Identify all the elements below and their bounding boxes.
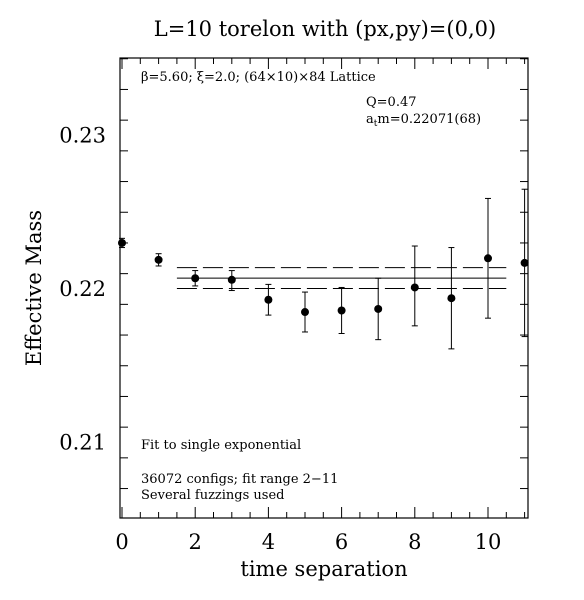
- data-point: [484, 254, 492, 263]
- x-tick-label: 4: [262, 530, 275, 554]
- data-point: [118, 238, 126, 247]
- y-tick-label: 0.22: [59, 277, 106, 301]
- tick-labels: 0 2 4 6 8 10 0.21 0.22 0.23: [59, 124, 501, 555]
- data-point: [191, 274, 200, 283]
- data-point: [447, 294, 456, 303]
- fit-type-annotation: Fit to single exponential: [141, 438, 301, 453]
- mass-suffix: m=0.22071(68): [377, 112, 481, 127]
- x-tick-label: 8: [408, 530, 421, 554]
- chart-title: L=10 torelon with (px,py)=(0,0): [154, 17, 496, 41]
- data-point: [264, 295, 273, 304]
- mass-subscript: t: [374, 119, 378, 129]
- x-tick-label: 0: [115, 530, 128, 554]
- x-axis-label: time separation: [240, 557, 407, 581]
- mass-annotation: atm=0.22071(68): [366, 112, 481, 129]
- plot-frame: [119, 57, 529, 519]
- data-point: [154, 255, 163, 264]
- data-point: [337, 306, 346, 315]
- fit-band: [176, 267, 507, 290]
- y-tick-label: 0.21: [59, 431, 106, 455]
- x-tick-label: 6: [335, 530, 348, 554]
- data-point: [227, 275, 236, 284]
- x-tick-label: 10: [475, 530, 502, 554]
- y-axis-label: Effective Mass: [22, 210, 46, 366]
- mass-prefix: a: [366, 112, 374, 127]
- fuzzing-annotation: Several fuzzings used: [141, 488, 285, 503]
- data-point: [520, 258, 529, 267]
- data-points: [118, 188, 529, 350]
- axis-ticks: [120, 58, 528, 518]
- x-tick-label: 2: [189, 530, 202, 554]
- y-tick-label: 0.23: [59, 124, 106, 148]
- q-annotation: Q=0.47: [366, 95, 417, 110]
- data-point: [410, 283, 419, 292]
- data-point: [374, 304, 383, 313]
- configs-annotation: 36072 configs; fit range 2−11: [141, 472, 338, 487]
- data-point: [301, 308, 309, 317]
- lattice-annotation: β=5.60; ξ=2.0; (64×10)×84 Lattice: [141, 70, 376, 85]
